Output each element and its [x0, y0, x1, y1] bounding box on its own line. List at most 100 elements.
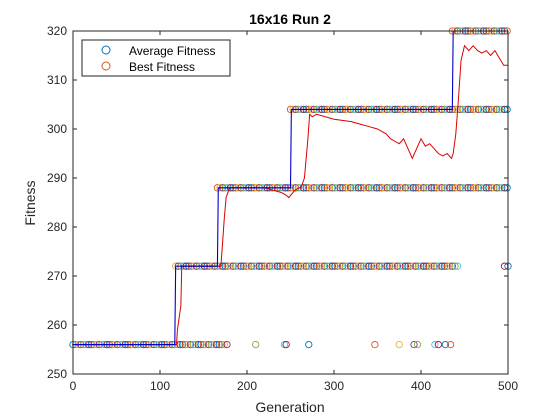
population-marker: [378, 184, 386, 192]
population-marker: [422, 184, 430, 192]
population-marker: [391, 262, 399, 270]
population-marker: [466, 184, 475, 192]
population-marker: [464, 184, 472, 192]
population-marker: [438, 184, 446, 192]
y-tick-label: 320: [47, 24, 67, 38]
population-marker: [443, 184, 451, 192]
population-marker: [472, 184, 480, 192]
y-tick-label: 260: [47, 318, 67, 332]
population-marker: [466, 105, 475, 114]
population-marker: [406, 262, 415, 270]
population-marker: [220, 340, 229, 349]
population-marker: [184, 340, 192, 349]
population-marker: [419, 184, 428, 192]
population-marker: [315, 262, 323, 270]
population-marker: [333, 184, 342, 192]
population-marker: [441, 340, 450, 349]
line-layer: [73, 30, 508, 346]
population-marker: [456, 184, 464, 192]
population-marker: [286, 262, 295, 270]
population-marker: [307, 262, 316, 270]
population-marker: [194, 340, 202, 349]
population-marker: [425, 184, 433, 192]
population-marker: [367, 184, 376, 192]
population-marker: [359, 262, 368, 270]
population-marker: [305, 340, 313, 349]
population-marker: [490, 184, 498, 192]
population-marker: [409, 262, 417, 270]
population-marker: [487, 105, 496, 114]
population-marker: [223, 340, 231, 349]
population-marker: [388, 184, 396, 192]
population-marker: [349, 262, 357, 270]
population-marker: [464, 105, 472, 114]
population-marker: [315, 184, 323, 192]
population-marker: [430, 262, 438, 270]
population-marker: [362, 262, 370, 270]
population-marker: [487, 184, 496, 192]
population-marker: [370, 184, 378, 192]
population-marker: [393, 184, 402, 192]
population-marker: [430, 184, 438, 192]
legend-label-best: Best Fitness: [129, 60, 195, 74]
population-marker: [281, 262, 289, 270]
population-marker: [362, 184, 370, 192]
population-marker: [443, 262, 451, 270]
legend-marker-best: [101, 61, 111, 71]
population-marker: [479, 184, 488, 192]
average-fitness-line: [73, 44, 508, 346]
population-marker: [370, 262, 378, 270]
population-marker: [451, 184, 459, 192]
population-marker: [469, 184, 477, 192]
population-marker: [417, 184, 425, 192]
population-marker: [336, 262, 344, 270]
population-marker: [380, 262, 389, 270]
population-marker: [477, 105, 485, 114]
chart-title: 16x16 Run 2: [249, 11, 331, 27]
x-tick-label: 500: [498, 379, 518, 393]
x-tick-label: 200: [237, 379, 257, 393]
population-marker: [229, 262, 237, 270]
population-marker: [276, 262, 284, 270]
population-marker: [440, 262, 449, 270]
population-marker: [226, 262, 235, 270]
population-marker: [186, 340, 195, 349]
population-marker: [461, 105, 470, 114]
population-marker: [425, 262, 433, 270]
population-marker: [399, 184, 407, 192]
population-marker: [284, 262, 292, 270]
population-marker: [409, 184, 417, 192]
population-marker: [459, 184, 467, 192]
population-marker: [401, 262, 409, 270]
axes: 0 100 200 300 400 500 250 260 270 280 290 300 310 320: [47, 24, 518, 393]
population-marker: [404, 262, 412, 270]
population-marker: [383, 262, 391, 270]
population-marker: [433, 184, 441, 192]
y-tick-label: 280: [47, 220, 67, 234]
population-marker: [371, 340, 379, 349]
population-marker: [354, 262, 363, 270]
population-marker: [448, 262, 456, 270]
population-marker: [289, 262, 297, 270]
population-marker: [419, 262, 428, 270]
population-marker: [357, 184, 365, 192]
population-marker: [339, 184, 347, 192]
x-tick-label: 0: [70, 379, 77, 393]
population-marker: [234, 262, 242, 270]
y-axis-label: Fitness: [22, 180, 38, 225]
population-marker: [435, 262, 443, 270]
population-marker: [250, 262, 258, 270]
population-marker: [189, 340, 197, 349]
population-marker: [344, 184, 352, 192]
population-marker: [247, 262, 256, 270]
population-marker: [237, 262, 245, 270]
population-marker: [469, 105, 477, 114]
population-marker: [490, 105, 498, 114]
population-marker: [472, 105, 480, 114]
population-marker: [367, 262, 376, 270]
population-marker: [412, 262, 420, 270]
population-marker: [181, 340, 189, 349]
y-tick-label: 270: [47, 269, 67, 283]
